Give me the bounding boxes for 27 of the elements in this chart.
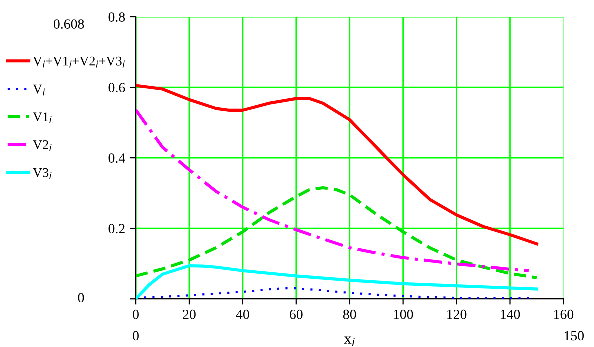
line-series [136, 264, 539, 300]
x-tick-label: 40 [236, 310, 250, 320]
x-tick-label: 20 [183, 310, 196, 320]
x-tick-label: 60 [290, 310, 303, 320]
x-tick-label: 120 [448, 310, 467, 320]
y-tick-label: 0.8 [108, 12, 126, 22]
x-tick-label: 160 [554, 310, 574, 320]
y-tick-label: 0.6 [108, 83, 126, 93]
y-tick-label: 0.2 [108, 224, 125, 234]
x-tick-label: 100 [394, 310, 414, 320]
legend-label: V3$_{i}$ [33, 168, 52, 180]
text: 0.608 [54, 20, 84, 30]
line-series [136, 186, 539, 280]
legend-label: V2$_{i}$ [33, 140, 52, 152]
line-series [136, 84, 539, 246]
x-axis-title: x$_{i}$ [344, 336, 355, 346]
text: 150 [564, 331, 584, 341]
y-tick-label: 0.4 [108, 154, 126, 164]
x-tick-label: 0 [133, 310, 139, 320]
legend-label: V1$_{i}$ [33, 112, 52, 124]
legend-label: V$_{i}$+V1$_{i}$+V2$_{i}$+V3$_{i}$ [33, 56, 126, 68]
line-series [136, 108, 530, 272]
text: 0 [78, 293, 84, 303]
x-tick-label: 80 [343, 310, 356, 320]
x-tick-label: 140 [501, 310, 520, 320]
text: 0 [133, 331, 139, 341]
legend-label: V$_{i}$ [33, 84, 46, 96]
